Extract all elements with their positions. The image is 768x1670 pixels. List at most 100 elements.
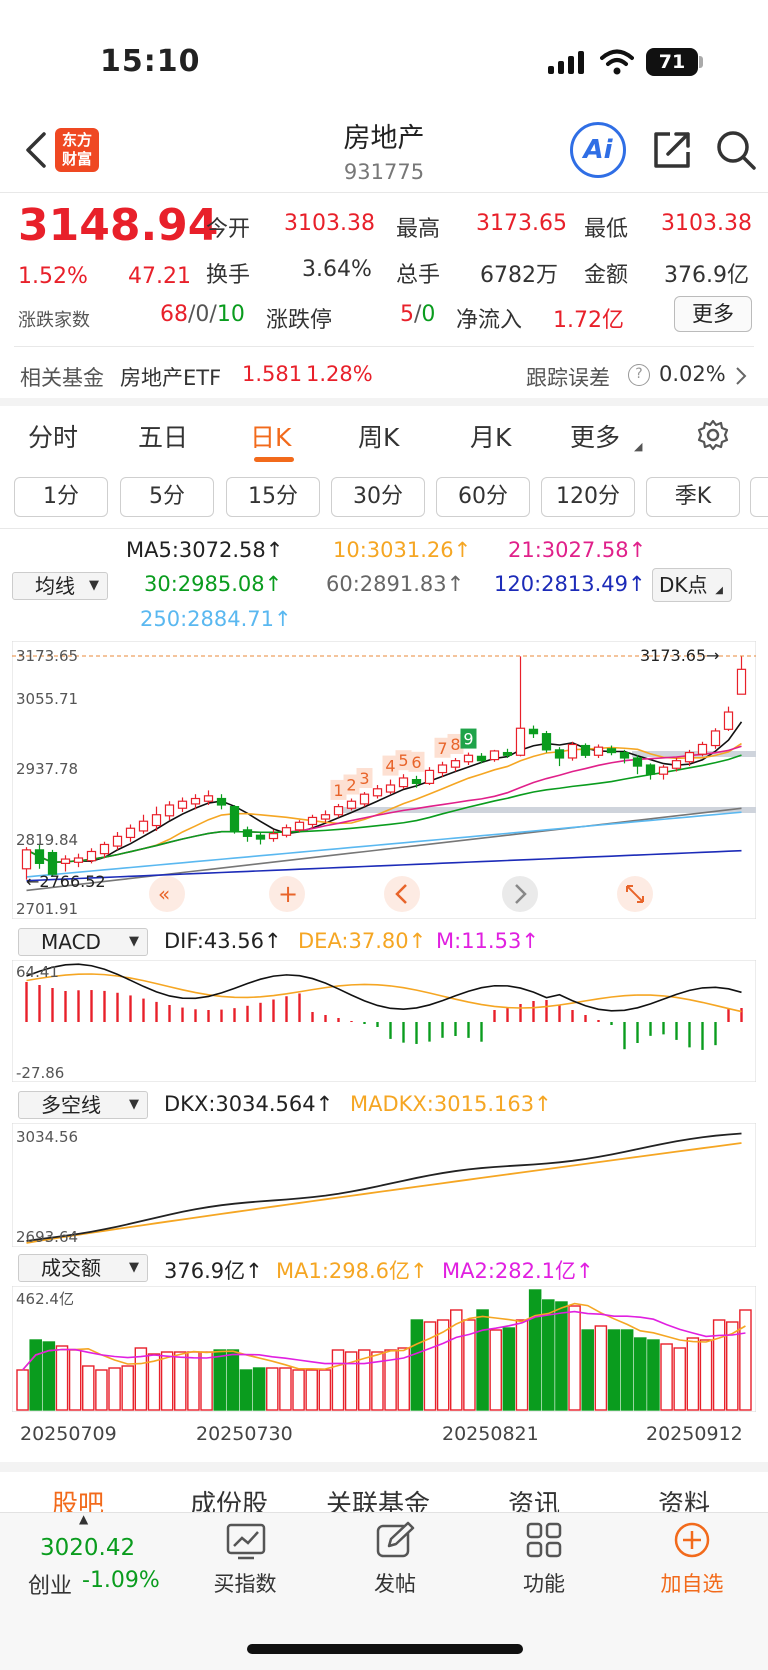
signal-badge	[343, 774, 360, 795]
nav-functions[interactable]: 功能	[523, 1572, 565, 1596]
volume-bar	[410, 1319, 424, 1411]
period-next[interactable]	[750, 477, 768, 517]
fund-pct: 1.28%	[306, 362, 373, 386]
volume-bar	[634, 1337, 647, 1411]
candle	[333, 806, 344, 816]
macd-selector[interactable]: MACD ▼	[18, 928, 148, 956]
share-icon[interactable]	[650, 128, 694, 172]
volume-bar	[397, 1347, 410, 1411]
tab-weekly-k[interactable]: 周K	[358, 423, 400, 452]
volume-bar	[42, 1341, 56, 1411]
volume-value: 6782万	[480, 263, 558, 288]
candle	[489, 750, 500, 761]
nav-buy-index[interactable]: 买指数	[213, 1572, 277, 1596]
volume-bar	[252, 1367, 266, 1411]
nav-post[interactable]: 发帖	[374, 1572, 416, 1596]
add-watchlist-icon[interactable]	[672, 1520, 712, 1560]
volume-bar	[581, 1329, 594, 1411]
market-index-pct[interactable]: -1.09%	[82, 1568, 160, 1593]
ai-button[interactable]: Ai	[570, 122, 626, 178]
search-icon[interactable]	[714, 128, 758, 172]
fund-name[interactable]: 房地产ETF	[120, 366, 222, 390]
signal-number: 4	[385, 757, 395, 776]
signal-badge	[408, 751, 425, 772]
volume-selector[interactable]: 成交额 ▼	[18, 1254, 148, 1282]
home-indicator	[247, 1644, 523, 1654]
candle	[606, 748, 617, 754]
tab-more[interactable]: 更多	[570, 423, 621, 452]
volume-bar	[187, 1351, 200, 1411]
scroll-left-button[interactable]	[384, 876, 420, 912]
volume-bar	[673, 1347, 686, 1411]
candle	[346, 800, 357, 809]
open-value: 3103.38	[284, 211, 375, 236]
volume-bar	[200, 1351, 213, 1411]
change-value: 47.21	[128, 264, 191, 289]
tab-intraday[interactable]: 分时	[28, 423, 79, 452]
candle	[281, 827, 292, 836]
shrink-icon: «	[158, 882, 170, 906]
period-15min[interactable]: 15分	[226, 477, 320, 517]
candle	[463, 754, 474, 763]
date-label-2: 20250730	[196, 1423, 293, 1445]
signal-icon	[548, 51, 584, 74]
zoom-in-button[interactable]	[269, 876, 305, 912]
back-icon[interactable]	[22, 130, 52, 170]
ma-selector[interactable]: 均线 ▼	[12, 572, 108, 600]
axis-label-top: 3173.65	[16, 647, 78, 665]
resistance-band	[342, 807, 756, 813]
dk-point-button[interactable]: DK点 ◢	[652, 568, 732, 602]
shrink-button[interactable]	[149, 876, 185, 912]
market-index-value[interactable]: 3020.42	[40, 1535, 136, 1561]
post-icon[interactable]	[375, 1520, 415, 1560]
candle	[697, 743, 708, 755]
tab-monthly-k[interactable]: 月K	[470, 423, 512, 452]
volume-bar	[594, 1325, 608, 1411]
macd-frame	[12, 960, 756, 1082]
low-label: 最低	[584, 217, 629, 242]
volume-chart[interactable]: 462.4亿	[12, 1286, 756, 1412]
candle	[593, 746, 604, 756]
functions-icon[interactable]	[524, 1520, 564, 1560]
ma60-legend: 60:2891.83↑	[326, 572, 465, 596]
period-60min[interactable]: 60分	[436, 477, 530, 517]
candle	[580, 744, 591, 756]
dkx-selector[interactable]: 多空线 ▼	[18, 1091, 148, 1119]
settings-gear-icon[interactable]	[696, 418, 730, 452]
volume-ma1-legend: MA1:298.6亿↑	[276, 1259, 428, 1283]
buy-index-icon[interactable]	[225, 1522, 267, 1560]
kline-chart[interactable]: 1 2 34 5 67 8 9 3173.65 3055.71 2937.78 2819.8…	[12, 641, 756, 919]
market-index-name[interactable]: 创业	[28, 1574, 73, 1599]
period-quarter-k[interactable]: 季K	[646, 477, 740, 517]
high-label: 最高	[396, 217, 441, 242]
breadth-label: 涨跌家数	[18, 310, 90, 331]
tab-daily-k[interactable]: 日K	[250, 423, 292, 452]
signal-badge	[356, 768, 373, 789]
help-icon[interactable]: ?	[628, 364, 650, 386]
period-120min[interactable]: 120分	[541, 477, 635, 517]
nav-add-watchlist[interactable]: 加自选	[660, 1572, 724, 1596]
signal-badge	[330, 779, 347, 800]
candle	[476, 755, 487, 762]
period-30min[interactable]: 30分	[331, 477, 425, 517]
madkx-line	[26, 1142, 742, 1244]
volume-bar	[213, 1349, 226, 1411]
period-1min[interactable]: 1分	[14, 477, 108, 517]
volume-bar	[82, 1365, 95, 1411]
dkx-chart[interactable]: 3034.56 2693.64	[12, 1123, 756, 1247]
scroll-right-button[interactable]	[502, 876, 538, 912]
tab-five-day[interactable]: 五日	[138, 423, 189, 452]
dkx-bottom-label: 2693.64	[16, 1228, 78, 1246]
more-tab-caret-icon: ◢	[634, 440, 643, 453]
period-5min[interactable]: 5分	[120, 477, 214, 517]
kline-frame	[12, 641, 756, 919]
down-count: 10	[216, 302, 245, 327]
chevron-right-icon[interactable]	[734, 366, 748, 386]
volume-bar	[502, 1327, 516, 1411]
more-button[interactable]: 更多	[674, 296, 752, 332]
macd-chart[interactable]: 64.41 -27.86	[12, 960, 756, 1082]
candle	[112, 835, 123, 847]
volume-bar	[55, 1345, 69, 1411]
axis-label-2: 3055.71	[16, 690, 78, 708]
candle	[86, 850, 97, 862]
